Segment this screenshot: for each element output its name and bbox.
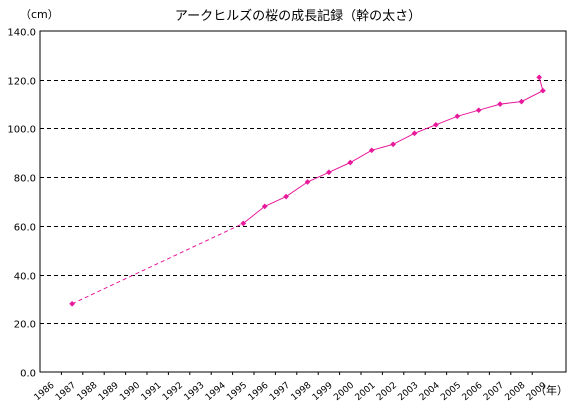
y-tick-label-140: 140.0 [7, 28, 36, 39]
data-point-1998 [304, 179, 311, 185]
x-tick-label-1997: 1997 [268, 381, 292, 403]
y-tick-label-20: 20.0 [14, 320, 36, 331]
x-tick-label-2000: 2000 [332, 380, 356, 403]
y-tick-label-100: 100.0 [7, 125, 36, 136]
y-axis-ticks: 0.0 20.0 40.0 60.0 80.0 100.0 120.0 140.0 [7, 28, 36, 380]
x-tick-label-2003: 2003 [396, 381, 420, 403]
data-point-2009 [539, 87, 546, 94]
axes [39, 30, 567, 375]
x-tick-label-1993: 1993 [182, 381, 206, 403]
data-point-2004 [432, 121, 439, 128]
x-tick-label-2006: 2006 [461, 380, 485, 403]
y-tick-label-80: 80.0 [14, 174, 36, 185]
x-tick-label-1995: 1995 [225, 381, 249, 403]
x-tick-label-1999: 1999 [311, 380, 335, 403]
data-point-2007 [497, 101, 504, 108]
x-tick-label-1989: 1989 [97, 380, 121, 403]
data-point-1997 [283, 193, 290, 200]
x-tick-label-2008: 2008 [503, 380, 527, 403]
x-tick-label-1998: 1998 [289, 380, 313, 403]
data-point-latest [536, 74, 543, 81]
y-tick-label-120: 120.0 [7, 77, 36, 88]
x-tick-label-2001: 2001 [354, 381, 378, 403]
x-tick-label-1991: 1991 [140, 381, 164, 403]
y-tick-label-40: 40.0 [14, 272, 36, 283]
plot-frame [39, 30, 567, 373]
x-axis-unit: （年） [535, 383, 568, 397]
data-point-2003 [411, 130, 418, 137]
x-tick-label-1990: 1990 [118, 380, 142, 403]
x-axis-ticks: 1986198719881989199019911992199319941995… [33, 380, 549, 403]
data-point-1999 [325, 169, 332, 176]
y-axis-unit: （cm） [20, 8, 59, 21]
series [71, 77, 544, 305]
data-point-2006 [475, 107, 482, 114]
x-tick-label-1988: 1988 [75, 380, 99, 403]
data-point-1996 [261, 203, 268, 210]
data-point-2001 [368, 147, 375, 154]
x-tick-label-2002: 2002 [375, 381, 399, 403]
series-line-1 [71, 222, 244, 305]
x-tick-label-2005: 2005 [439, 381, 463, 403]
chart-title: アークヒルズの桜の成長記録（幹の太さ） [175, 8, 421, 24]
y-tick-label-60: 60.0 [14, 223, 36, 234]
x-tick-label-2007: 2007 [482, 381, 506, 403]
data-point-1995 [240, 220, 247, 227]
y-tick-label-0: 0.0 [20, 369, 36, 380]
x-tick-label-1996: 1996 [247, 380, 271, 403]
x-tick-label-1986: 1986 [33, 380, 57, 403]
x-tick-label-1987: 1987 [54, 381, 78, 403]
data-point-1987 [69, 300, 76, 307]
x-tick-label-1992: 1992 [161, 381, 185, 403]
data-point-2005 [454, 113, 461, 120]
data-point-2002 [390, 141, 397, 148]
x-tick-label-1994: 1994 [204, 380, 228, 403]
data-point-2008 [518, 98, 525, 105]
gridlines [40, 80, 566, 324]
x-tick-label-2004: 2004 [418, 380, 442, 403]
data-points [69, 74, 546, 307]
data-point-2000 [347, 159, 354, 166]
series-line-2 [242, 77, 544, 224]
